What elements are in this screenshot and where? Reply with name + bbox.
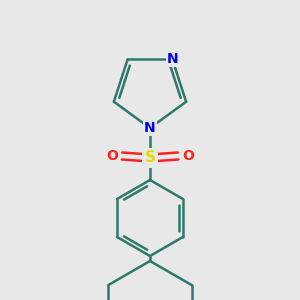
Text: S: S [145, 151, 155, 166]
Text: O: O [182, 149, 194, 163]
Text: O: O [106, 149, 118, 163]
Text: N: N [144, 121, 156, 135]
Text: N: N [167, 52, 178, 66]
